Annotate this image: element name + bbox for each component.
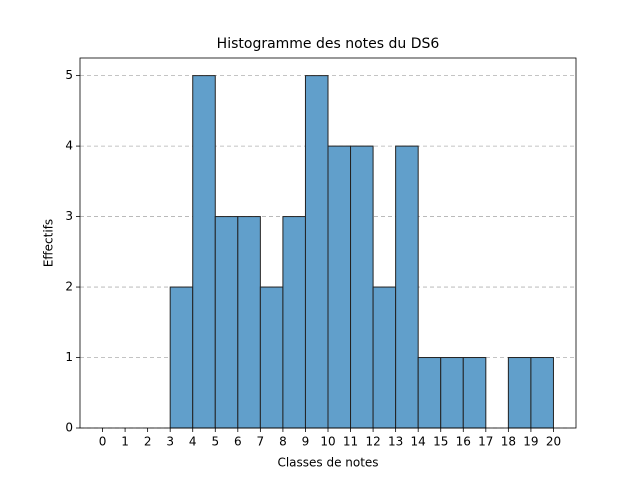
- bar: [395, 145, 419, 429]
- x-tick-label: 10: [320, 435, 335, 449]
- bars: [169, 75, 554, 429]
- bar: [237, 216, 261, 429]
- bar: [417, 357, 442, 429]
- bar: [507, 357, 532, 429]
- x-tick-label: 0: [99, 435, 107, 449]
- bar: [169, 286, 194, 429]
- bar: [214, 216, 239, 429]
- bar: [462, 357, 487, 429]
- x-tick-label: 3: [166, 435, 174, 449]
- x-tick-label: 7: [257, 435, 265, 449]
- x-tick-label: 9: [302, 435, 310, 449]
- y-tick-label: 2: [65, 280, 73, 294]
- x-tick-label: 8: [279, 435, 287, 449]
- x-tick-label: 11: [343, 435, 358, 449]
- bar: [282, 216, 306, 429]
- y-tick-label: 3: [65, 209, 73, 223]
- bar: [192, 75, 216, 429]
- x-tick-label: 6: [234, 435, 242, 449]
- x-tick-label: 12: [365, 435, 380, 449]
- x-tick-label: 13: [388, 435, 403, 449]
- x-tick-label: 17: [478, 435, 493, 449]
- x-tick-label: 15: [433, 435, 448, 449]
- x-tick-label: 14: [411, 435, 426, 449]
- x-tick-label: 16: [456, 435, 471, 449]
- bar: [372, 286, 397, 429]
- x-tick-label: 4: [189, 435, 197, 449]
- bar: [440, 357, 464, 429]
- x-tick-label: 18: [501, 435, 516, 449]
- bar: [304, 75, 329, 429]
- x-tick-label: 1: [121, 435, 129, 449]
- x-axis-label: Classes de notes: [277, 456, 378, 470]
- y-axis-label: Effectifs: [42, 219, 56, 267]
- y-tick-label: 4: [65, 139, 73, 153]
- bar: [259, 286, 284, 429]
- x-tick-label: 2: [144, 435, 152, 449]
- y-tick-label: 0: [65, 421, 73, 435]
- x-tick-label: 20: [546, 435, 561, 449]
- y-tick-label: 5: [65, 68, 73, 82]
- x-tick-label: 5: [211, 435, 219, 449]
- y-tick-label: 1: [65, 350, 73, 364]
- x-tick-label: 19: [523, 435, 538, 449]
- bar: [350, 145, 374, 429]
- bar: [327, 145, 352, 429]
- chart-title: Histogramme des notes du DS6: [217, 36, 440, 52]
- bar: [530, 357, 554, 429]
